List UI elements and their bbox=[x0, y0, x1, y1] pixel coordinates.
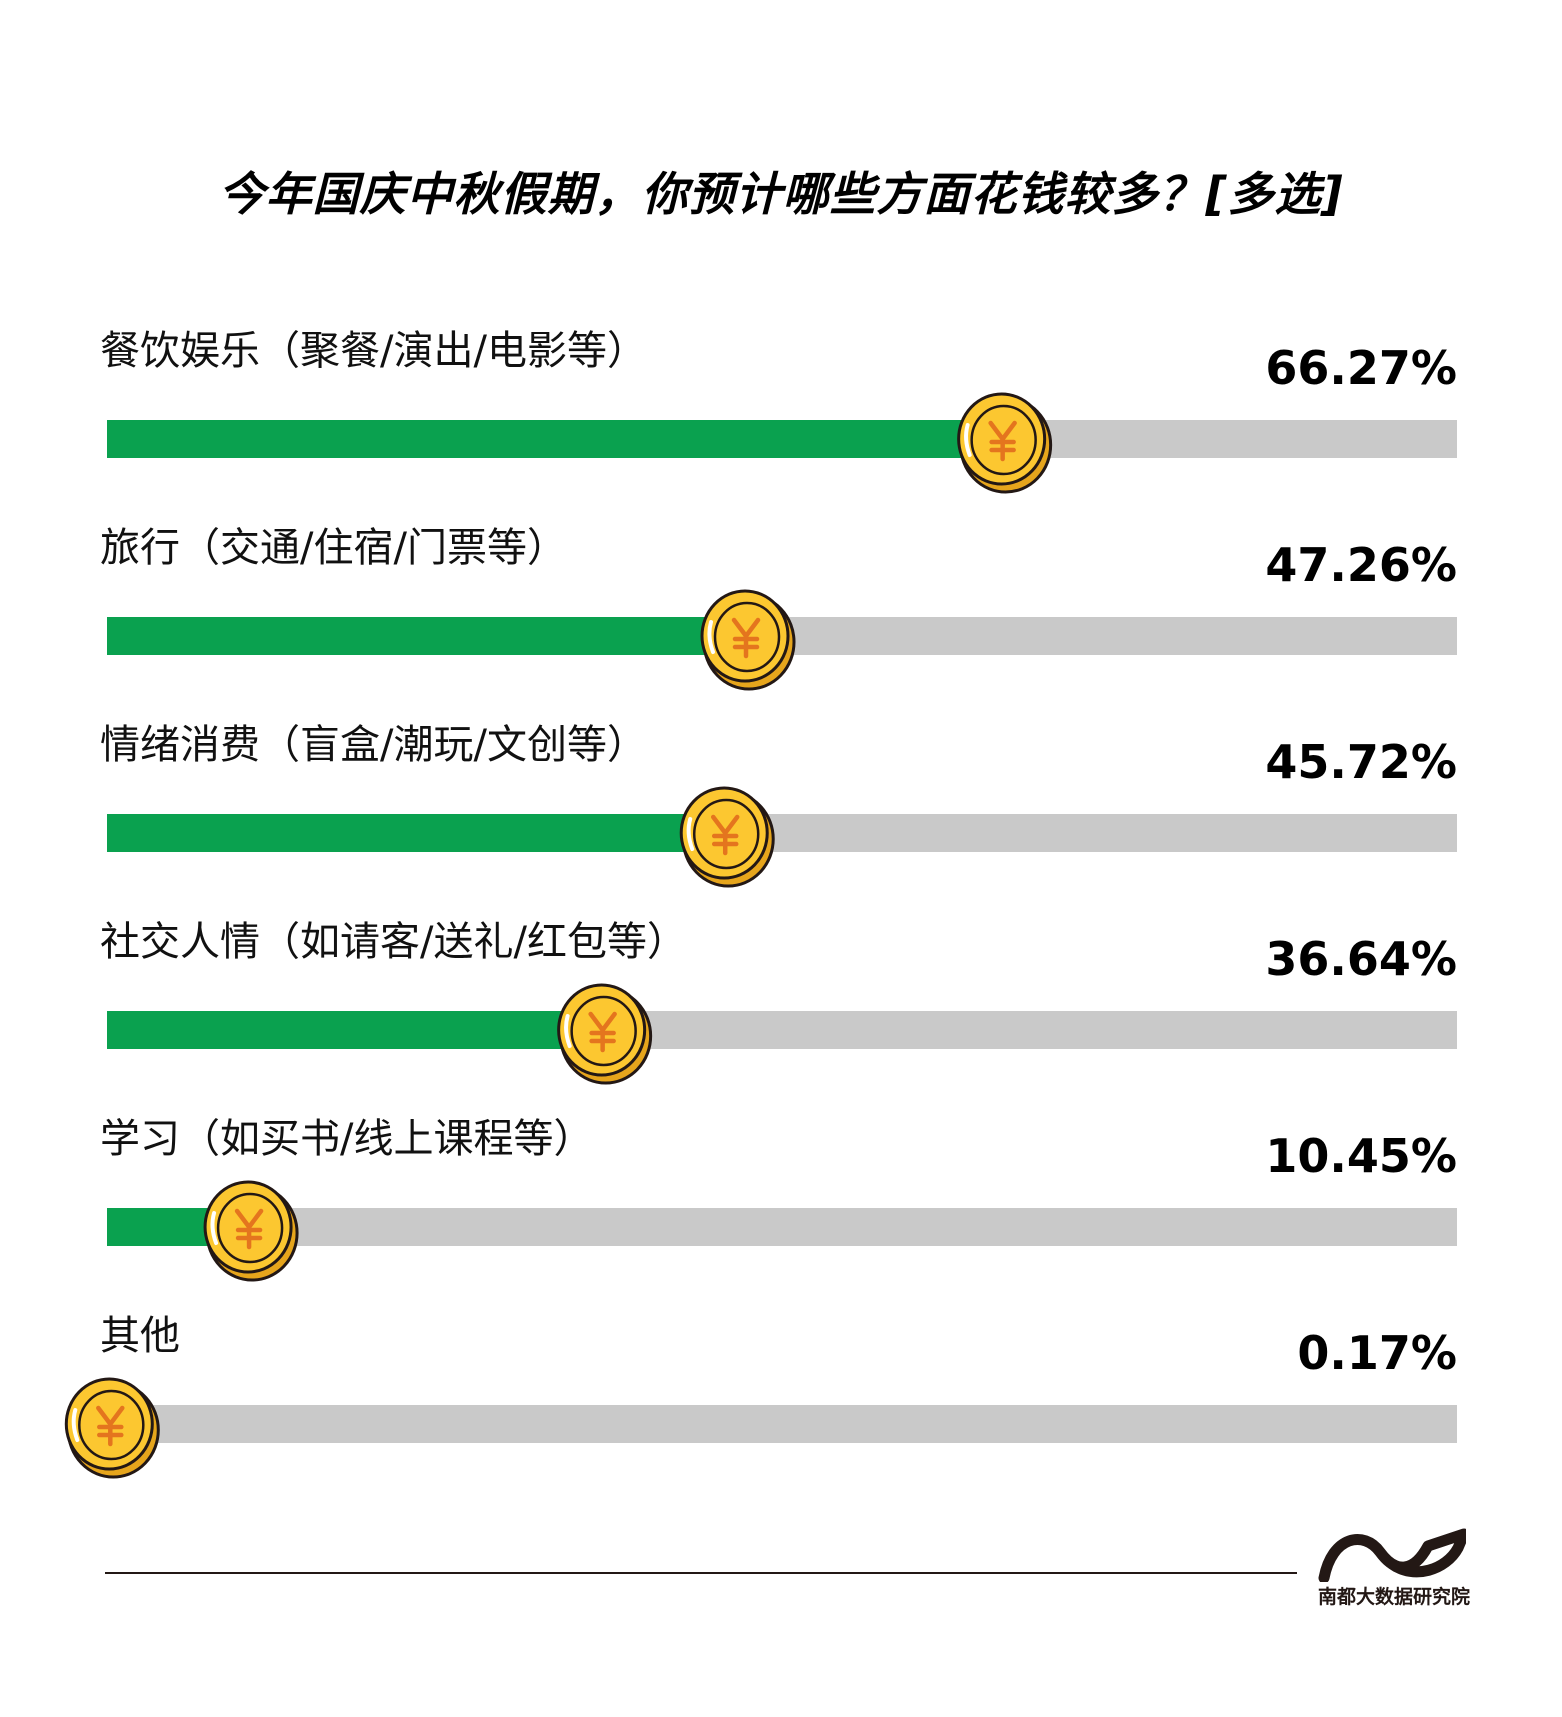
bar-track bbox=[107, 1208, 1457, 1246]
footer-divider bbox=[105, 1572, 1297, 1574]
bar-row: 餐饮娱乐（聚餐/演出/电影等） 66.27% bbox=[100, 328, 1457, 494]
bar-fill bbox=[107, 1011, 602, 1049]
category-label: 学习（如买书/线上课程等） bbox=[100, 1116, 593, 1162]
bar-row: 情绪消费（盲盒/潮玩/文创等） 45.72% bbox=[100, 722, 1457, 888]
brand-logo: 南都大数据研究院 bbox=[1318, 1526, 1471, 1616]
category-label: 情绪消费（盲盒/潮玩/文创等） bbox=[100, 722, 647, 768]
category-label: 餐饮娱乐（聚餐/演出/电影等） bbox=[100, 328, 647, 374]
bar-row: 学习（如买书/线上课程等） 10.45% bbox=[100, 1116, 1457, 1282]
bar-row: 旅行（交通/住宿/门票等） 47.26% bbox=[100, 525, 1457, 691]
category-label: 社交人情（如请客/送礼/红包等） bbox=[100, 919, 687, 965]
value-label: 45.72% bbox=[1265, 735, 1457, 789]
bar-fill bbox=[107, 617, 746, 655]
value-label: 36.64% bbox=[1265, 932, 1457, 986]
value-label: 47.26% bbox=[1265, 538, 1457, 592]
yuan-coin-icon bbox=[64, 1377, 160, 1479]
category-label: 旅行（交通/住宿/门票等） bbox=[100, 525, 567, 571]
bar-row: 社交人情（如请客/送礼/红包等） 36.64% bbox=[100, 919, 1457, 1085]
yuan-coin-icon bbox=[203, 1180, 299, 1282]
category-label: 其他 bbox=[100, 1313, 180, 1359]
chart-title: 今年国庆中秋假期，你预计哪些方面花钱较多？[多选] bbox=[218, 167, 1344, 221]
yuan-coin-icon bbox=[957, 392, 1053, 494]
bar-track bbox=[107, 1405, 1457, 1443]
yuan-coin-icon bbox=[679, 786, 775, 888]
brand-mark-icon bbox=[1318, 1528, 1470, 1584]
bar-fill bbox=[107, 420, 1002, 458]
value-label: 66.27% bbox=[1265, 341, 1457, 395]
value-label: 10.45% bbox=[1265, 1129, 1457, 1183]
value-label: 0.17% bbox=[1297, 1326, 1457, 1380]
yuan-coin-icon bbox=[557, 983, 653, 1085]
yuan-coin-icon bbox=[700, 589, 796, 691]
bar-fill bbox=[107, 814, 725, 852]
bar-row: 其他 0.17% bbox=[64, 1313, 1457, 1479]
brand-logo-text: 南都大数据研究院 bbox=[1318, 1586, 1471, 1608]
